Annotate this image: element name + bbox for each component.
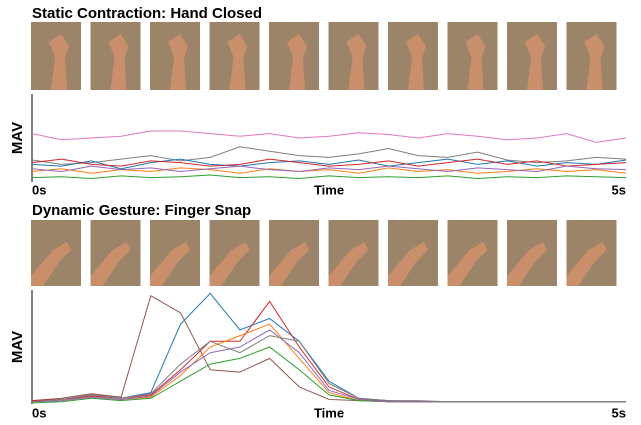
x-tick-label: 0s [32, 182, 46, 197]
chart-title: Static Contraction: Hand Closed [32, 5, 262, 22]
photo [210, 220, 260, 286]
photo [269, 220, 319, 286]
photo [91, 22, 141, 90]
series-line [32, 147, 626, 165]
x-axis-label: Time [314, 405, 344, 420]
photo [329, 220, 379, 286]
photo [269, 22, 319, 90]
series-line [32, 296, 626, 402]
photo [567, 220, 617, 286]
figure: Static Contraction: Hand Closed MAV Time 0s… [0, 0, 641, 425]
series-line [32, 347, 626, 403]
series-line [32, 330, 626, 402]
photo [507, 22, 557, 90]
x-tick-label: 5s [612, 405, 626, 420]
x-tick-label: 0s [32, 405, 46, 420]
x-axis-label: Time [314, 182, 344, 197]
photo [150, 22, 200, 90]
photo [388, 22, 438, 90]
photo [567, 22, 617, 90]
y-axis-label: MAV [9, 331, 26, 363]
photo [448, 220, 498, 286]
photo [31, 220, 81, 286]
chart-title: Dynamic Gesture: Finger Snap [32, 202, 251, 219]
series-line [32, 131, 626, 142]
series-line [32, 301, 626, 401]
series-line [32, 293, 626, 401]
series-line [32, 336, 626, 402]
photo [91, 220, 141, 286]
photo [448, 22, 498, 90]
y-axis-label: MAV [9, 122, 26, 154]
photo [31, 22, 81, 90]
series-line [32, 175, 626, 179]
x-tick-label: 5s [612, 182, 626, 197]
photo [210, 22, 260, 90]
photo [150, 220, 200, 286]
photo [329, 22, 379, 90]
photo [388, 220, 438, 286]
photo [507, 220, 557, 286]
